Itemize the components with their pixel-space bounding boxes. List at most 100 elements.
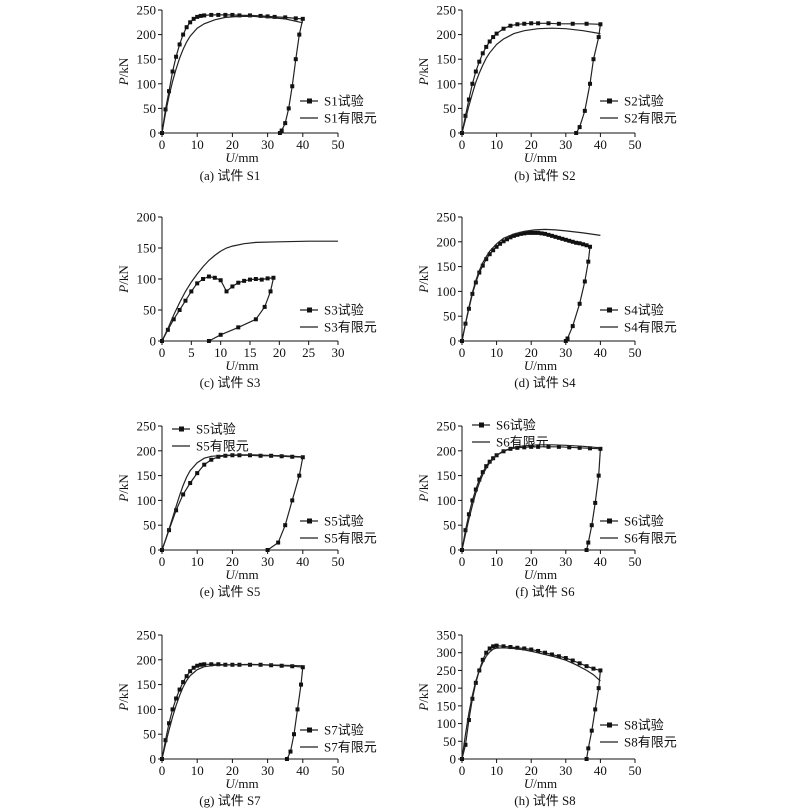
data-point-0-19 — [556, 654, 561, 659]
legend-label-0: S4试验 — [624, 303, 664, 318]
series-line-1 — [461, 228, 601, 342]
data-point-0-4 — [174, 696, 179, 701]
y-tick-label: 150 — [437, 259, 457, 274]
data-point-0-37 — [588, 244, 593, 249]
data-point-0-13 — [515, 645, 520, 650]
x-axis-label-unit: /mm — [235, 358, 259, 373]
data-point-0-12 — [508, 645, 513, 650]
data-point-0-28 — [589, 728, 594, 733]
legend-label-1: S1有限元 — [324, 111, 377, 126]
data-point-0-17 — [546, 444, 551, 449]
x-axis-label-unit: /mm — [533, 567, 557, 582]
x-axis-label: U/mm — [225, 776, 258, 791]
x-tick-label: 40 — [594, 345, 607, 360]
legend-label-0: S5试验 — [324, 514, 364, 529]
data-point-0-6 — [480, 51, 485, 56]
x-axis-label-var: U — [225, 358, 236, 373]
data-point-0-4 — [473, 69, 478, 74]
y-axis-label-unit: /kN — [116, 57, 131, 77]
data-point-0-9 — [191, 16, 196, 21]
y-tick-label: 0 — [450, 334, 457, 349]
x-tick-label: 30 — [559, 137, 572, 152]
legend-label-0-top: S6试验 — [496, 418, 536, 433]
y-tick-label: 50 — [143, 518, 156, 533]
data-point-0-22 — [253, 317, 258, 322]
chart-panel-1: 0 10 20 30 40 50 0 50 100 150 200 250 U/mm P/kN S1试验 S1… — [116, 3, 377, 184]
x-tick-label: 50 — [332, 554, 345, 569]
data-point-0-1 — [463, 113, 468, 118]
x-tick-label: 10 — [490, 554, 503, 569]
data-point-0-27 — [288, 749, 293, 754]
legend-label-1: S3有限元 — [324, 320, 377, 335]
data-point-0-18 — [556, 21, 561, 26]
x-tick-label: 50 — [629, 345, 642, 360]
data-point-0-21 — [588, 446, 593, 451]
data-point-0-26 — [292, 732, 296, 737]
data-point-0-26 — [586, 540, 591, 545]
data-point-0-3 — [170, 707, 175, 712]
data-point-0-25 — [546, 232, 551, 237]
legend-marker-0 — [307, 98, 312, 104]
data-point-0-29 — [560, 236, 565, 241]
data-point-0-14 — [522, 445, 527, 450]
data-point-0-26 — [577, 125, 582, 130]
data-point-0-18 — [549, 652, 554, 657]
x-tick-label: 20 — [525, 554, 538, 569]
x-axis-label: U/mm — [524, 776, 557, 791]
series-line-1 — [161, 240, 338, 342]
figure-caption: (f) 试件 S6 — [515, 584, 575, 599]
data-point-0-14 — [508, 235, 513, 240]
x-tick-label: 10 — [191, 137, 204, 152]
data-point-0-13 — [236, 280, 241, 285]
y-tick-label: 250 — [137, 419, 157, 434]
y-tick-label: 50 — [443, 309, 456, 324]
y-tick-label: 0 — [450, 543, 457, 558]
y-tick-label: 150 — [137, 241, 157, 256]
y-axis-label-unit: /kN — [416, 474, 431, 494]
y-tick-label: 150 — [437, 698, 457, 713]
x-tick-label: 0 — [459, 763, 466, 778]
data-point-0-42 — [565, 336, 570, 341]
data-point-0-21 — [570, 658, 575, 663]
data-point-0-43 — [563, 339, 568, 343]
chart-panel-3: 0 5 10 15 20 25 30 0 50 100 150 200 U/mm P/kN S3试验 S3有限… — [116, 210, 377, 391]
data-point-0-28 — [556, 235, 561, 240]
data-point-0-11 — [198, 662, 203, 667]
data-point-0-27 — [593, 707, 598, 712]
data-point-0-23 — [236, 325, 241, 330]
data-point-0-24 — [588, 81, 593, 86]
data-point-0-8 — [487, 39, 492, 44]
x-tick-label: 0 — [159, 763, 166, 778]
data-point-0-11 — [224, 289, 229, 294]
data-point-0-27 — [574, 131, 579, 135]
data-point-0-19 — [525, 230, 530, 235]
legend-label-0: S2试验 — [624, 94, 664, 109]
data-point-0-27 — [553, 234, 558, 239]
y-axis-label-var: P — [416, 703, 431, 712]
x-tick-label: 0 — [159, 345, 166, 360]
x-tick-label: 5 — [188, 345, 195, 360]
data-point-0-24 — [300, 16, 305, 21]
y-tick-label: 50 — [443, 101, 456, 116]
data-point-0-15 — [529, 444, 534, 449]
x-tick-label: 25 — [302, 345, 315, 360]
data-point-0-3 — [177, 308, 182, 312]
x-axis-label-unit: /mm — [533, 150, 557, 165]
legend-marker-0 — [607, 307, 612, 313]
x-tick-label: 0 — [459, 345, 466, 360]
x-tick-label: 20 — [525, 345, 538, 360]
data-point-0-22 — [265, 548, 270, 552]
data-point-0-23 — [591, 57, 596, 62]
data-point-0-2 — [167, 721, 172, 726]
x-tick-label: 40 — [594, 763, 607, 778]
data-point-0-6 — [480, 470, 485, 475]
data-point-0-21 — [272, 14, 277, 19]
x-axis-label: U/mm — [524, 567, 557, 582]
data-point-0-24 — [218, 332, 223, 337]
data-point-0-22 — [598, 446, 603, 451]
legend-label-0-top: S5试验 — [196, 422, 236, 437]
data-point-0-35 — [581, 242, 586, 247]
data-point-0-6 — [195, 281, 200, 286]
data-point-0-13 — [209, 12, 214, 17]
data-point-0-16 — [536, 444, 541, 449]
